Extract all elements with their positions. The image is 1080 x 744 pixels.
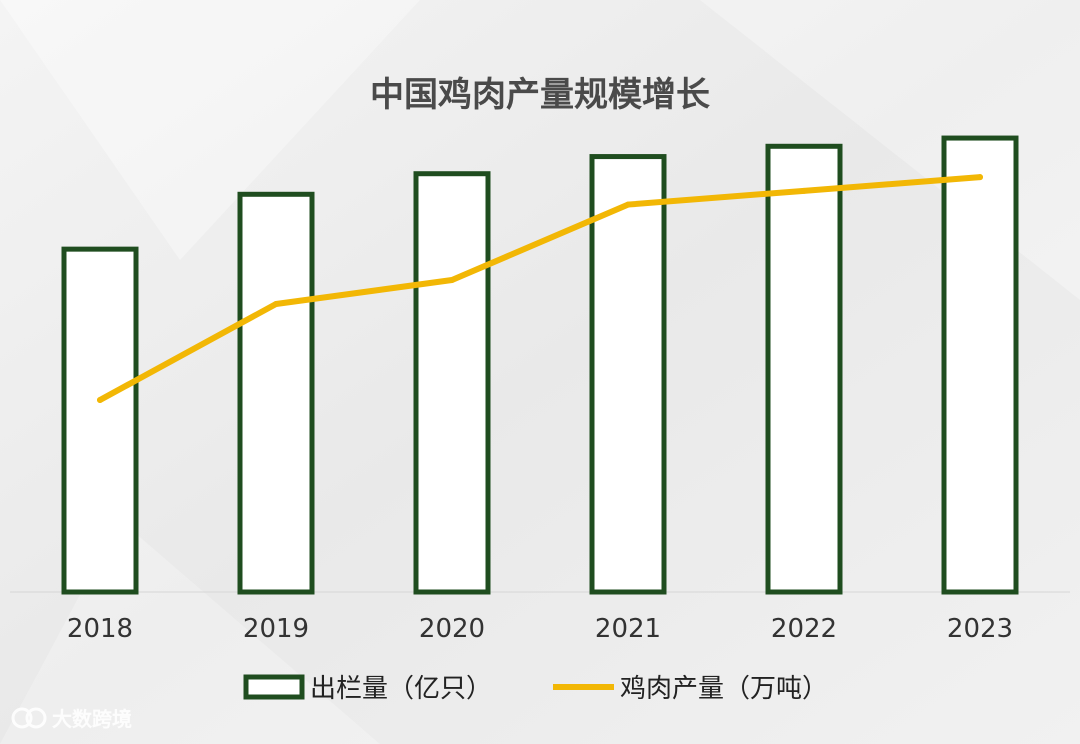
watermark-text: 大数跨境 — [52, 707, 132, 731]
line-point-2020 — [449, 277, 455, 283]
line-series — [97, 174, 983, 403]
legend-item-bars: 出栏量（亿只） — [243, 674, 492, 704]
bar-2020 — [413, 171, 491, 595]
bar-2019 — [237, 191, 315, 595]
line-path — [97, 174, 983, 403]
legend-label-bars: 出栏量（亿只） — [310, 674, 492, 704]
legend-item-line: 鸡肉产量（万吨） — [553, 674, 828, 704]
x-tick-label: 2023 — [947, 614, 1013, 644]
legend-label-line: 鸡肉产量（万吨） — [620, 674, 828, 704]
line-point-2022 — [801, 187, 807, 194]
x-tick-label: 2018 — [67, 614, 133, 644]
legend: 出栏量（亿只） 鸡肉产量（万吨） — [243, 674, 828, 704]
line-point-2021 — [625, 201, 631, 208]
x-axis-ticks: 2018 2019 2020 2021 2022 2023 — [67, 614, 1013, 644]
bar-2018 — [61, 246, 139, 595]
legend-bar-swatch — [243, 674, 305, 700]
x-tick-label: 2022 — [771, 614, 837, 644]
line-point-2018 — [97, 397, 103, 403]
watermark: 大数跨境 — [11, 707, 132, 731]
x-tick-label: 2020 — [419, 614, 485, 644]
x-tick-label: 2019 — [243, 614, 309, 644]
bar-2023 — [941, 135, 1019, 595]
bar-series — [61, 135, 1019, 595]
logo-icon — [11, 707, 47, 729]
line-point-2023 — [977, 174, 983, 181]
bar-2021 — [589, 154, 667, 595]
x-tick-label: 2021 — [595, 614, 661, 644]
background-facet — [0, 0, 420, 260]
bar-2022 — [765, 143, 843, 595]
line-point-2019 — [273, 301, 279, 307]
chart-title: 中国鸡肉产量规模增长 — [370, 75, 710, 115]
